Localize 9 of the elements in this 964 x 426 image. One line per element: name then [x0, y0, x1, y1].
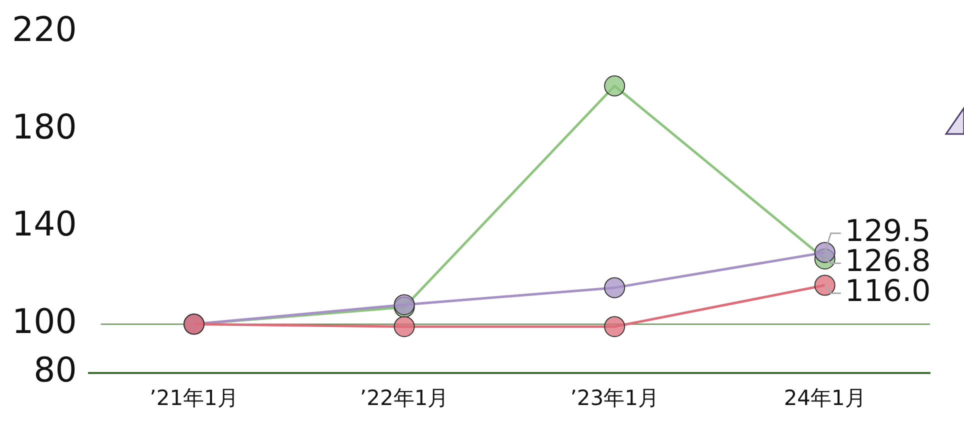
- x-tick-label: ’22年1月: [360, 386, 449, 410]
- x-tick-label: ’23年1月: [570, 386, 659, 410]
- y-tick-label: 220: [12, 10, 77, 50]
- y-tick-label: 100: [12, 302, 77, 342]
- y-tick-label: 140: [12, 204, 77, 245]
- y-tick-label: 80: [34, 350, 77, 391]
- x-tick-label: 24年1月: [784, 386, 866, 410]
- y-tick-label: 180: [12, 107, 77, 148]
- x-tick-label: ’21年1月: [150, 386, 238, 410]
